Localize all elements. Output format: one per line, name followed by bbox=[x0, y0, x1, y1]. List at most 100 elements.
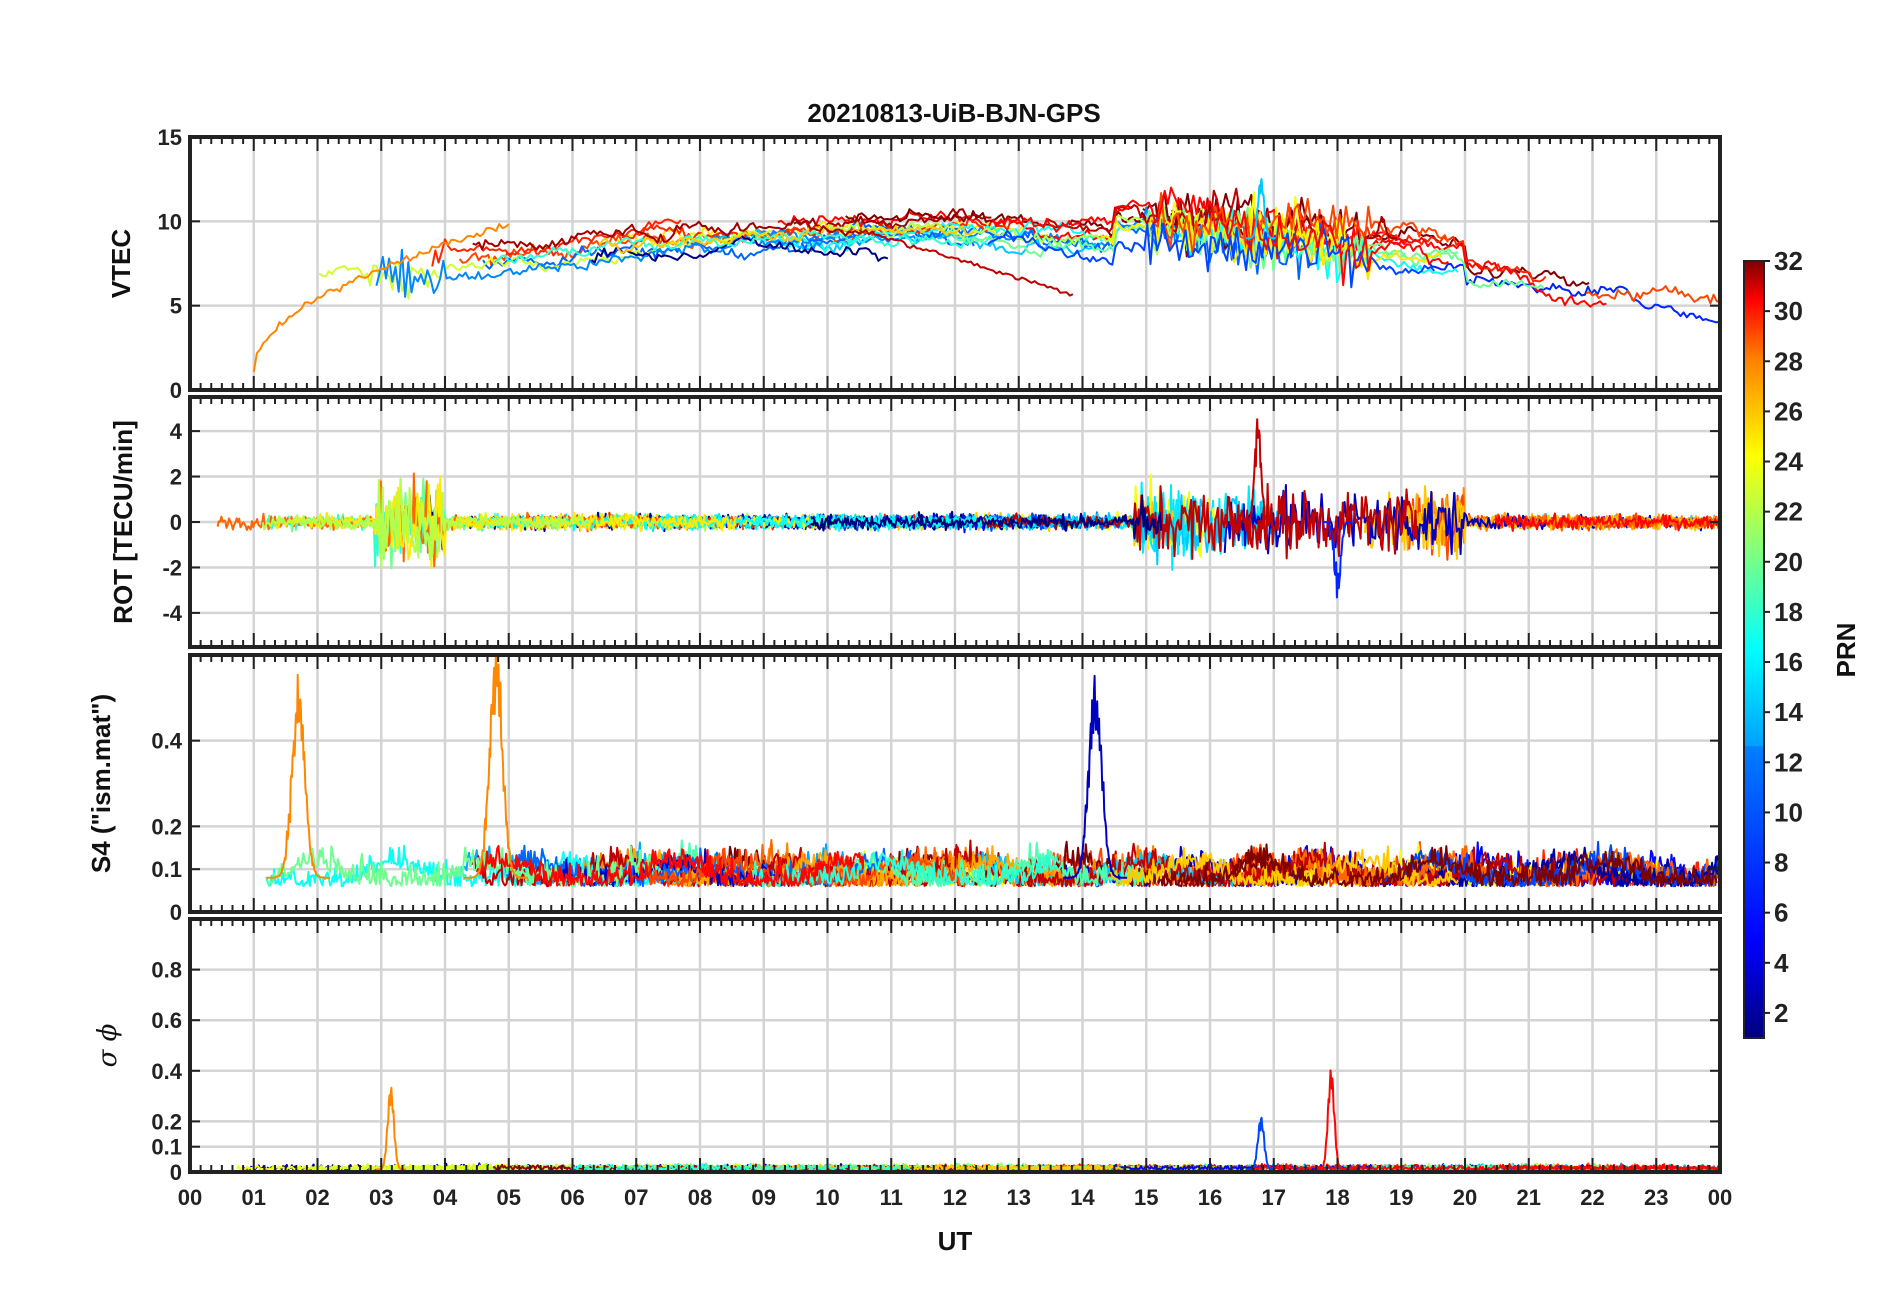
x-tick-label: 12 bbox=[943, 1185, 967, 1210]
x-tick-label: 10 bbox=[815, 1185, 839, 1210]
series-line-prn-28 bbox=[1493, 512, 1720, 532]
vtec-ylabel: VTEC bbox=[106, 229, 136, 299]
y-tick-label: 0.1 bbox=[151, 1135, 182, 1160]
series-line-prn-31 bbox=[472, 217, 862, 251]
rot-ylabel: ROT [TECU/min] bbox=[108, 420, 138, 624]
series-line-prn-6 bbox=[1321, 521, 1353, 599]
vtec-series bbox=[252, 178, 1720, 372]
series-line-prn-14 bbox=[264, 494, 796, 568]
series-line-prn-31 bbox=[1366, 215, 1398, 240]
colorbar-tick-label: 18 bbox=[1774, 597, 1803, 627]
sigma-grid bbox=[190, 919, 1720, 1172]
y-tick-label: -2 bbox=[162, 555, 182, 580]
series-line-prn-1 bbox=[810, 494, 1163, 541]
y-tick-label: 0.1 bbox=[151, 857, 182, 882]
series-line-prn-28 bbox=[475, 845, 865, 887]
x-tick-label: 05 bbox=[497, 1185, 521, 1210]
chart-title: 20210813-UiB-BJN-GPS bbox=[807, 98, 1100, 128]
vtec-axes-frame bbox=[188, 135, 1722, 392]
x-tick-label: 15 bbox=[1134, 1185, 1158, 1210]
x-tick-label: 01 bbox=[242, 1185, 266, 1210]
s4-series bbox=[265, 655, 1720, 888]
sigma-y-tick-labels: 00.10.2 0.4 0.6 0.8 bbox=[151, 958, 182, 1185]
series-line-prn-25 bbox=[1520, 513, 1720, 532]
colorbar-tick-label: 8 bbox=[1774, 848, 1788, 878]
colorbar-tick-label: 14 bbox=[1774, 697, 1803, 727]
series-line-prn-14 bbox=[570, 1163, 911, 1171]
y-tick-label: 0.4 bbox=[151, 1059, 182, 1084]
y-tick-label: 0 bbox=[170, 1160, 182, 1185]
series-line-prn-3 bbox=[1063, 674, 1128, 879]
x-tick-label: 22 bbox=[1580, 1185, 1604, 1210]
series-line-prn-28 bbox=[1315, 1069, 1347, 1171]
rot-y-tick-labels: -4 -2 0 2 4 bbox=[162, 419, 182, 626]
rot-ticks bbox=[189, 397, 1721, 647]
x-tick-label: 07 bbox=[624, 1185, 648, 1210]
x-axis-label: UT bbox=[938, 1226, 973, 1256]
x-tick-label: 23 bbox=[1644, 1185, 1668, 1210]
series-line-prn-30 bbox=[858, 229, 1074, 297]
y-tick-label: 0.8 bbox=[151, 958, 182, 983]
x-tick-labels: 00 01 02 03 04 05 06 07 08 09 10 11 12 13 14 15 16 17 18 19… bbox=[178, 1185, 1732, 1210]
colorbar-tick-label: 2 bbox=[1774, 998, 1788, 1028]
colorbar-tick-label: 28 bbox=[1774, 346, 1803, 376]
x-tick-label: 03 bbox=[369, 1185, 393, 1210]
y-tick-label: 0 bbox=[170, 900, 182, 925]
series-line-prn-26 bbox=[646, 847, 968, 888]
x-tick-label: 08 bbox=[688, 1185, 712, 1210]
series-line-prn-32 bbox=[1163, 843, 1718, 888]
series-line-prn-6 bbox=[1427, 261, 1719, 324]
sigma-series bbox=[236, 1069, 1720, 1171]
colorbar-tick-label: 30 bbox=[1774, 296, 1803, 326]
y-tick-label: 0 bbox=[170, 510, 182, 535]
rot-axes-frame bbox=[188, 395, 1722, 649]
series-line-prn-24 bbox=[252, 223, 510, 372]
x-tick-label: 09 bbox=[752, 1185, 776, 1210]
colorbar-tick-label: 10 bbox=[1774, 797, 1803, 827]
y-tick-label: 15 bbox=[158, 125, 182, 150]
x-tick-label: 21 bbox=[1517, 1185, 1541, 1210]
y-tick-label: 0.4 bbox=[151, 729, 182, 754]
series-line-prn-18 bbox=[819, 204, 1206, 256]
y-tick-label: 2 bbox=[170, 465, 182, 490]
x-tick-label: 16 bbox=[1198, 1185, 1222, 1210]
sigma-axes-frame bbox=[188, 917, 1722, 1174]
series-line-prn-7 bbox=[1245, 1116, 1276, 1171]
series-line-prn-24 bbox=[463, 655, 529, 879]
series-line-prn-30 bbox=[1242, 418, 1273, 523]
series-line-prn-26 bbox=[1585, 285, 1720, 305]
y-tick-label: 0.6 bbox=[151, 1008, 182, 1033]
colorbar-tick-label: 24 bbox=[1774, 447, 1803, 477]
series-line-prn-24 bbox=[266, 673, 331, 879]
colorbar-tick-label: 26 bbox=[1774, 396, 1803, 426]
y-tick-label: 10 bbox=[158, 209, 182, 234]
x-tick-label: 02 bbox=[305, 1185, 329, 1210]
panel-rot: -4 -2 0 2 4 ROT [TECU/min] bbox=[108, 395, 1722, 649]
x-tick-label: 18 bbox=[1325, 1185, 1349, 1210]
series-line-prn-7 bbox=[987, 222, 1435, 289]
vtec-grid bbox=[190, 137, 1720, 390]
panel-sigma-phi: 00.10.2 0.4 0.6 0.8 σ ϕ bbox=[93, 917, 1722, 1185]
colorbar-tick-label: 22 bbox=[1774, 497, 1803, 527]
x-tick-label: 06 bbox=[560, 1185, 584, 1210]
series-line-prn-31 bbox=[793, 208, 992, 232]
colorbar-tick-label: 4 bbox=[1774, 948, 1789, 978]
colorbar-label: PRN bbox=[1831, 623, 1861, 678]
y-tick-label: 0 bbox=[170, 378, 182, 403]
y-tick-label: -4 bbox=[162, 601, 182, 626]
panel-s4: 0 0.1 0.2 0.4 S4 ("ism.mat") bbox=[86, 653, 1722, 925]
s4-y-tick-labels: 0 0.1 0.2 0.4 bbox=[151, 729, 182, 925]
series-line-prn-13 bbox=[751, 220, 1103, 253]
rot-series bbox=[216, 418, 1720, 599]
x-tick-label: 17 bbox=[1262, 1185, 1286, 1210]
series-line-prn-18 bbox=[261, 477, 591, 568]
sigma-ylabel: σ ϕ bbox=[93, 1023, 123, 1067]
y-tick-label: 5 bbox=[170, 294, 182, 319]
colorbar-tick-label: 16 bbox=[1774, 647, 1803, 677]
series-line-prn-28 bbox=[991, 186, 1449, 287]
s4-axes-frame bbox=[188, 653, 1722, 914]
series-line-prn-15 bbox=[879, 841, 1144, 888]
